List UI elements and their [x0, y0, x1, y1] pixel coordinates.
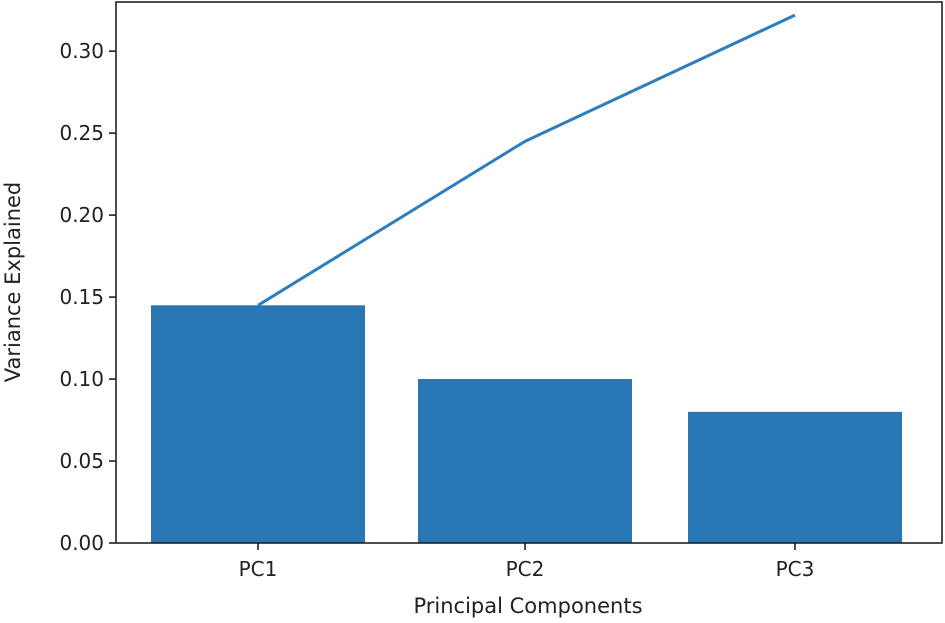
y-axis: 0.00 0.05 0.10 0.15 0.20 0.25 0.30	[59, 39, 116, 555]
x-tick-label: PC2	[506, 557, 545, 581]
y-tick-label: 0.20	[59, 203, 104, 227]
y-tick-label: 0.05	[59, 449, 104, 473]
x-axis-title: Principal Components	[413, 594, 642, 618]
y-tick-label: 0.30	[59, 39, 104, 63]
y-tick-label: 0.10	[59, 367, 104, 391]
plot-frame	[115, 1, 943, 544]
cumulative-variance-line	[257, 13, 796, 307]
bar-pc2	[418, 379, 632, 543]
bar-pc3	[688, 411, 902, 543]
y-tick-label: 0.00	[59, 531, 104, 555]
bar-pc1	[151, 305, 365, 543]
x-tick-label: PC1	[239, 557, 278, 581]
y-tick-label: 0.25	[59, 121, 104, 145]
cumulative-line-group	[257, 13, 796, 307]
bars-group	[151, 305, 902, 543]
x-tick-label: PC3	[776, 557, 815, 581]
y-tick-label: 0.15	[59, 285, 104, 309]
x-axis: PC1 PC2 PC3	[239, 543, 815, 581]
y-axis-title: Variance Explained	[1, 182, 25, 383]
